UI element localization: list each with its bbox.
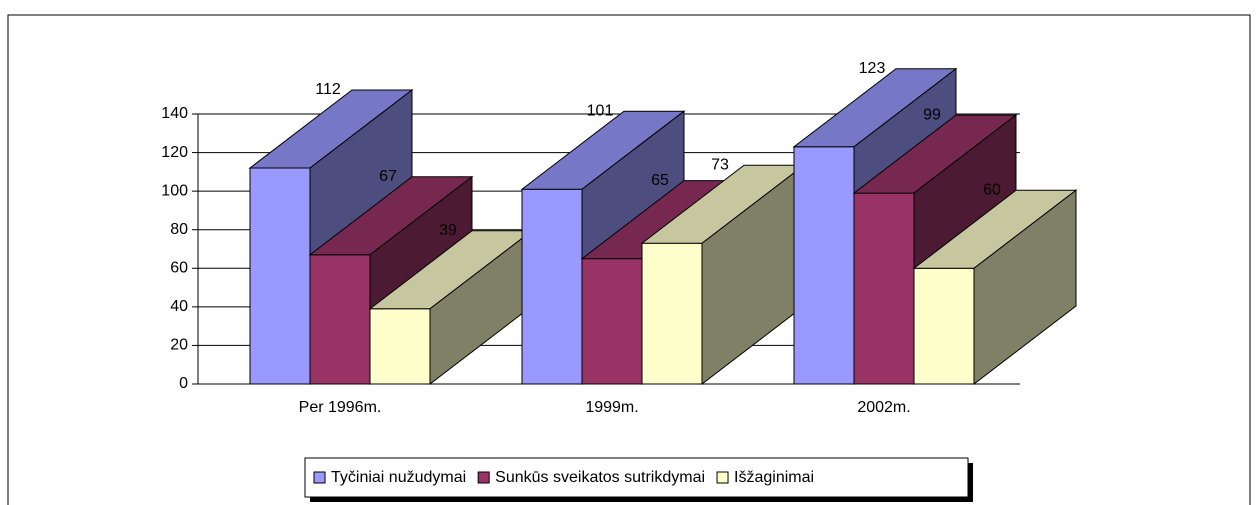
data-label: 39 <box>439 222 457 239</box>
y-tick-label: 60 <box>170 260 188 277</box>
bar <box>521 188 583 385</box>
legend-swatch <box>477 471 490 484</box>
y-tick-label: 20 <box>170 337 188 354</box>
legend-swatch <box>716 471 729 484</box>
bar <box>913 267 975 385</box>
data-label: 123 <box>859 60 886 77</box>
legend-swatch <box>313 471 326 484</box>
y-tick-label: 80 <box>170 221 188 238</box>
data-label: 101 <box>587 102 614 119</box>
bar <box>853 192 915 385</box>
legend: Tyčiniai nužudymai Sunkūs sveikatos sutri… <box>304 457 973 502</box>
data-label: 60 <box>983 182 1001 199</box>
legend-label: Sunkūs sveikatos sutrikdymai <box>495 469 705 486</box>
bar <box>581 258 643 385</box>
data-label: 65 <box>651 172 669 189</box>
y-tick-label: 0 <box>179 375 188 392</box>
x-tick-label: Per 1996m. <box>299 399 382 416</box>
data-label: 99 <box>923 106 941 123</box>
legend-label: Išžaginimai <box>734 469 814 486</box>
chart-frame <box>7 14 1251 505</box>
bar <box>249 167 311 385</box>
bar <box>309 254 371 385</box>
bar-side <box>973 189 1077 386</box>
bar <box>641 242 703 385</box>
data-label: 73 <box>711 156 729 173</box>
x-tick-label: 1999m. <box>585 399 638 416</box>
legend-label: Tyčiniai nužudymai <box>331 469 466 486</box>
y-tick-label: 100 <box>161 182 188 199</box>
bar <box>793 146 855 385</box>
x-tick-label: 2002m. <box>857 399 910 416</box>
bar <box>369 308 431 385</box>
data-label: 67 <box>379 168 397 185</box>
y-tick-label: 140 <box>161 105 188 122</box>
y-tick-label: 40 <box>170 298 188 315</box>
legend-box <box>304 457 969 498</box>
data-label: 112 <box>315 81 341 98</box>
y-tick-label: 120 <box>161 144 188 161</box>
